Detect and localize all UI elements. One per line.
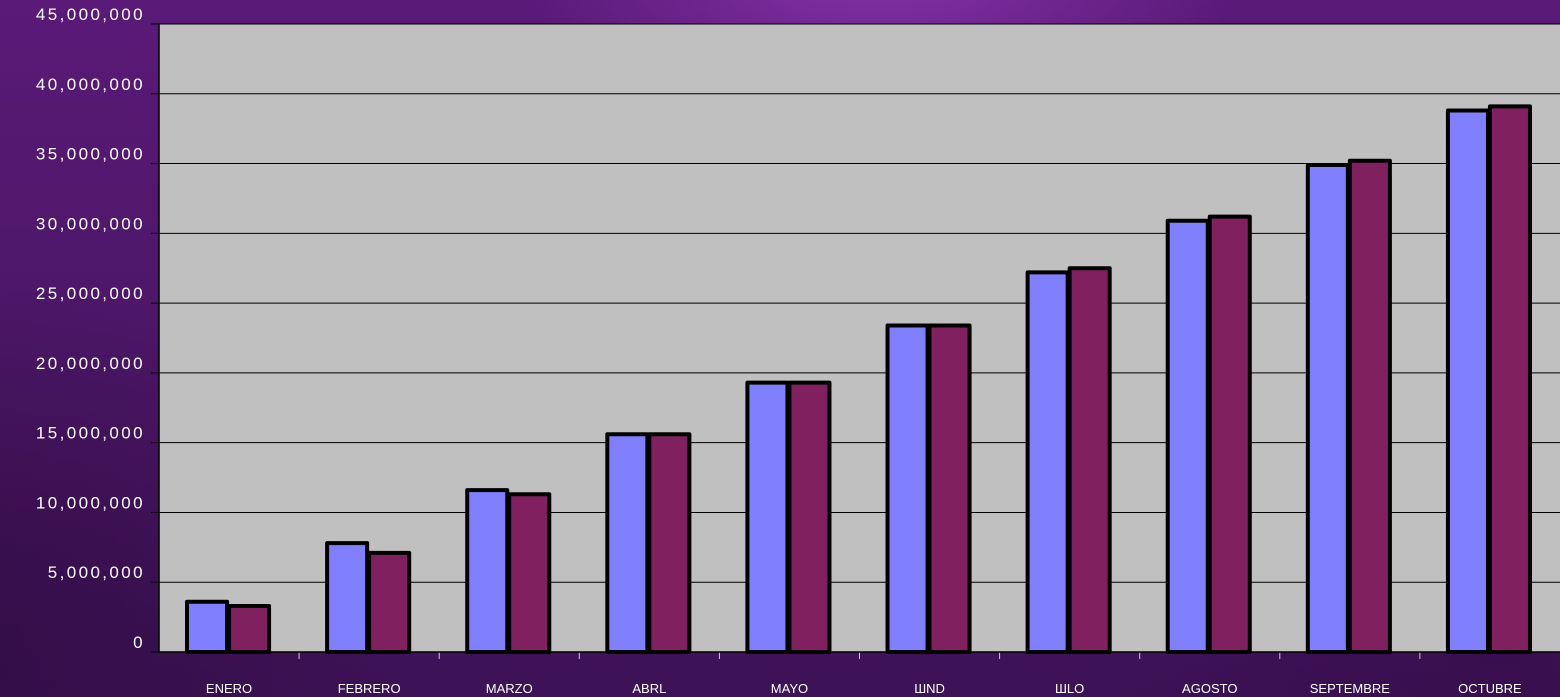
x-tick-label: SEPTEMBRE bbox=[1310, 681, 1391, 696]
y-axis-tick-labels: 0 5,000,000 10,000,000 15,000,000 20,000,000… bbox=[36, 5, 145, 652]
x-tick-label: ШND bbox=[914, 681, 945, 696]
bars bbox=[185, 104, 1532, 655]
bar-series-2-abrl bbox=[647, 432, 692, 654]
bar-series-1-octubre bbox=[1445, 108, 1490, 655]
bar-series-1-agosto bbox=[1165, 218, 1210, 654]
x-tick-label: ENERO bbox=[206, 681, 252, 696]
bar-series-1-marzo bbox=[465, 488, 510, 655]
bar-series-2-febrero bbox=[367, 550, 412, 654]
y-tick-label: 25,000,000 bbox=[36, 284, 145, 303]
x-tick-label: FEBRERO bbox=[338, 681, 401, 696]
x-tick-label: OCTUBRE bbox=[1458, 681, 1522, 696]
bar-series-2-octubre bbox=[1487, 104, 1532, 655]
bar-series-2-enero bbox=[227, 603, 272, 654]
x-axis-category-labels: ENERO FEBRERO MARZO ABRL MAYO ШND ШLO AGOSTO SEP… bbox=[206, 681, 1522, 696]
x-tick-label: ABRL bbox=[632, 681, 666, 696]
x-tick-label: ШLO bbox=[1055, 681, 1084, 696]
bar-series-1-septembre bbox=[1305, 162, 1350, 654]
bar-series-2-marzo bbox=[507, 492, 552, 654]
bar-series-2-agosto bbox=[1207, 214, 1252, 654]
x-tick-label: AGOSTO bbox=[1182, 681, 1237, 696]
y-tick-label: 20,000,000 bbox=[36, 354, 145, 373]
bar-series-1-шlo bbox=[1025, 270, 1070, 654]
y-tick-label: 0 bbox=[133, 633, 145, 652]
y-tick-label: 35,000,000 bbox=[36, 145, 145, 164]
axes bbox=[151, 23, 1560, 659]
bar-series-1-enero bbox=[185, 599, 230, 655]
y-tick-label: 30,000,000 bbox=[36, 214, 145, 233]
bar-series-2-mayo bbox=[787, 380, 832, 654]
bar-series-2-шlo bbox=[1067, 266, 1112, 654]
bar-series-1-mayo bbox=[745, 380, 790, 654]
bar-series-1-abrl bbox=[605, 432, 650, 654]
bar-series-2-septembre bbox=[1347, 158, 1392, 655]
x-tick-label: MARZO bbox=[486, 681, 533, 696]
y-tick-label: 5,000,000 bbox=[48, 563, 145, 582]
bar-series-1-febrero bbox=[325, 541, 370, 654]
bar-series-2-шnd bbox=[927, 323, 972, 654]
y-tick-label: 45,000,000 bbox=[36, 5, 145, 24]
y-tick-label: 10,000,000 bbox=[36, 493, 145, 512]
y-tick-label: 15,000,000 bbox=[36, 424, 145, 443]
x-tick-label: MAYO bbox=[771, 681, 808, 696]
bar-series-1-шnd bbox=[885, 323, 930, 654]
y-tick-label: 40,000,000 bbox=[36, 75, 145, 94]
